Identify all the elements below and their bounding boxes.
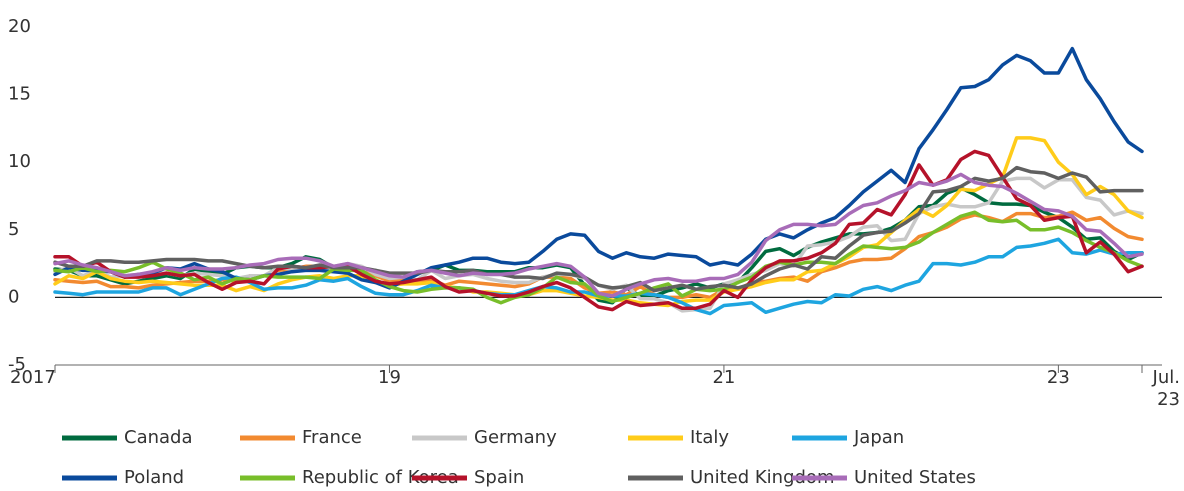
legend-label: Poland — [124, 467, 184, 488]
legend-label: Germany — [474, 427, 557, 448]
y-tick-label: 20 — [8, 16, 31, 37]
series-line — [53, 46, 1144, 290]
y-tick-label: 5 — [8, 219, 19, 240]
x-tick-label: 19 — [378, 367, 401, 388]
x-tick-label: Jul. 23 — [1152, 367, 1180, 410]
y-tick-label: -5 — [8, 354, 26, 375]
x-tick-label: 23 — [1046, 367, 1070, 388]
series-line — [53, 172, 1144, 298]
legend-label: France — [302, 427, 362, 448]
legend-label: Japan — [853, 427, 904, 448]
legend-label: Republic of Korea — [302, 467, 459, 488]
legend-label: Canada — [124, 427, 193, 448]
legend-label: Italy — [690, 427, 729, 448]
x-tick-label: 2017 — [10, 367, 56, 388]
y-tick-label: 0 — [8, 286, 19, 307]
x-tick-label: 21 — [712, 367, 736, 388]
y-tick-label: 10 — [8, 151, 31, 172]
series-line — [53, 165, 1144, 293]
legend-label: Spain — [474, 467, 524, 488]
series-line — [53, 210, 1144, 305]
legend-label: United States — [854, 467, 976, 488]
legend-label: United Kingdom — [690, 467, 834, 488]
series-line — [53, 149, 1144, 312]
y-tick-label: 15 — [8, 84, 31, 105]
